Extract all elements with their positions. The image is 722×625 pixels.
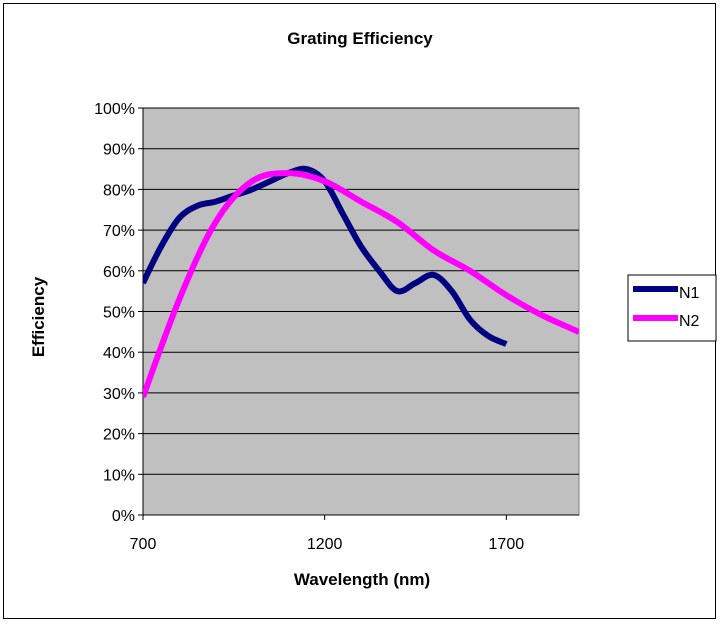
series-line-n2 (143, 170, 579, 399)
tick-labels: 0% 10% 20% 30% 40% 50% 60% 70% 80% 90% 100% 700 1200… (94, 101, 524, 553)
y-axis-label: Efficiency (29, 276, 48, 357)
gridlines (143, 107, 579, 475)
legend-label-n2: N2 (679, 313, 700, 330)
chart-frame: Grating Efficiency 0% 10% 20% 30% 40% 50% 60% 7… (3, 3, 717, 619)
y-tick-label: 80% (103, 182, 135, 199)
y-tick-label: 30% (103, 386, 135, 403)
series-lines (143, 165, 579, 399)
y-tick-label: 70% (103, 223, 135, 240)
legend-label-n1: N1 (679, 285, 700, 302)
x-tick-label: 700 (130, 536, 157, 553)
chart-title: Grating Efficiency (287, 29, 433, 48)
y-tick-label: 100% (94, 101, 135, 118)
y-tick-label: 90% (103, 142, 135, 159)
y-tick-label: 20% (103, 427, 135, 444)
y-tick-label: 50% (103, 305, 135, 322)
x-tick-label: 1200 (307, 536, 343, 553)
y-tick-label: 10% (103, 467, 135, 484)
legend-box (627, 274, 717, 342)
chart-svg: Grating Efficiency 0% 10% 20% 30% 40% 50% 60% 7… (29, 29, 717, 589)
x-tick-label: 1700 (489, 536, 525, 553)
y-tick-label: 40% (103, 345, 135, 362)
legend: N1 N2 (627, 274, 717, 342)
x-axis-label: Wavelength (nm) (294, 570, 430, 589)
y-tick-label: 60% (103, 264, 135, 281)
y-tick-label: 0% (112, 508, 135, 525)
